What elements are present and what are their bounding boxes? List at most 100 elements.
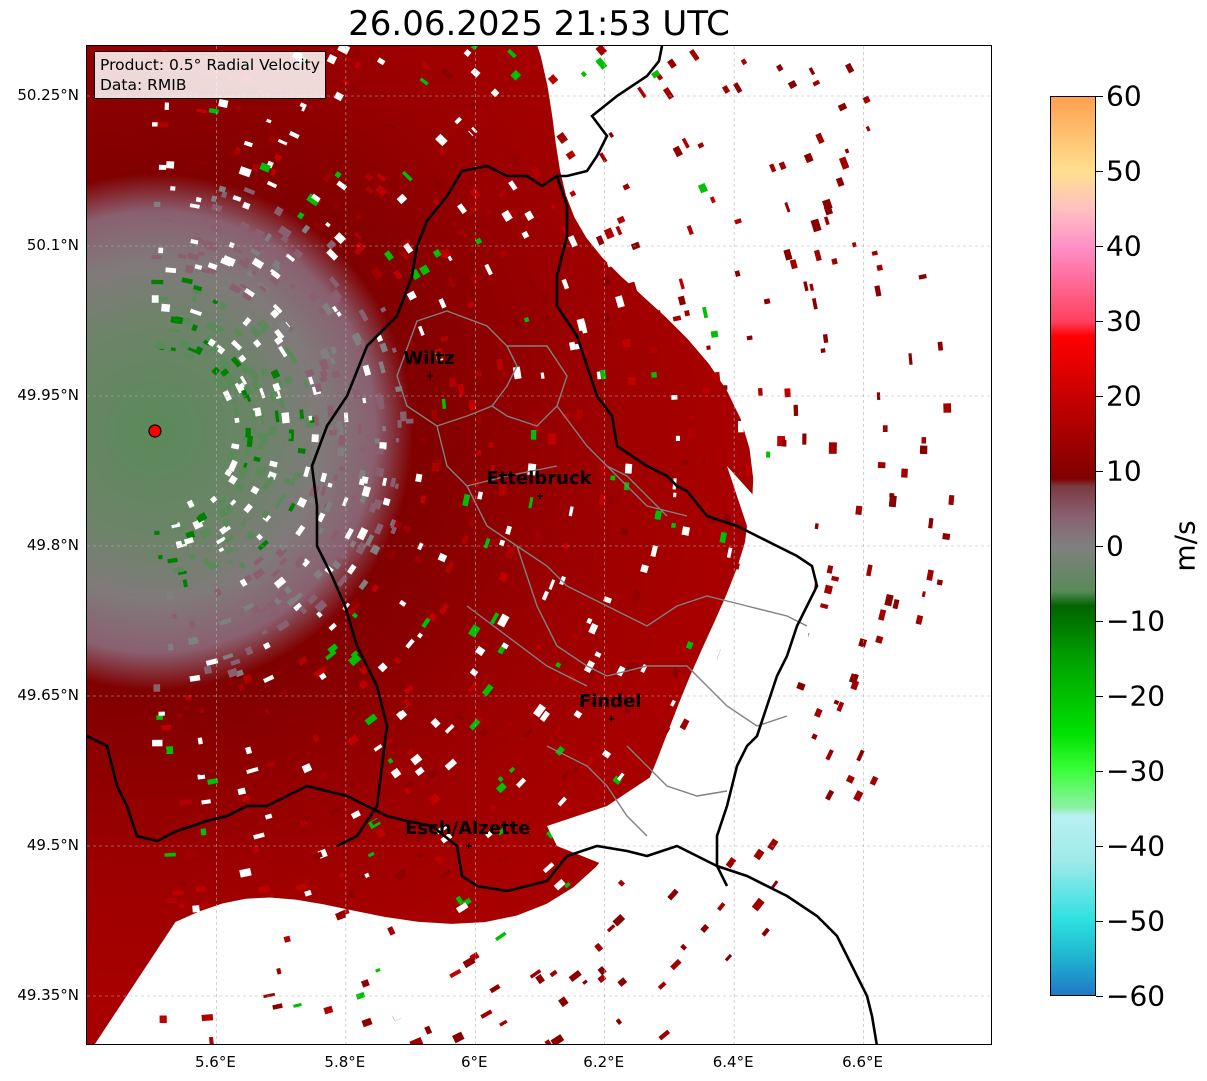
echo-bin <box>632 186 641 195</box>
echo-bin <box>374 523 384 535</box>
echo-bin <box>270 568 281 578</box>
echo-bin <box>262 479 271 490</box>
echo-bin <box>908 353 913 365</box>
echo-bin <box>212 299 219 305</box>
echo-bin <box>295 558 305 569</box>
echo-bin <box>158 554 163 560</box>
echo-bin <box>317 914 329 922</box>
echo-bin <box>157 122 169 128</box>
echo-bin <box>571 767 579 776</box>
echo-bin <box>331 560 342 570</box>
lat-tick-label: 49.8°N <box>26 536 79 554</box>
echo-bin <box>651 371 657 378</box>
echo-bin <box>338 435 346 446</box>
echo-bin <box>767 838 779 851</box>
border-germany-lux <box>555 175 819 887</box>
echo-bin <box>239 375 248 386</box>
echo-bin <box>441 398 447 409</box>
echo-bin <box>455 895 464 905</box>
echo-bin <box>888 495 897 508</box>
echo-bin <box>489 804 498 814</box>
echo-bin <box>455 902 469 914</box>
echo-bin <box>199 267 210 274</box>
echo-bin <box>269 460 278 468</box>
echo-bin <box>541 314 550 322</box>
echo-bin <box>252 339 262 348</box>
lon-tick-label: 6°E <box>461 1053 488 1071</box>
echo-bin <box>158 711 165 716</box>
echo-bin <box>355 991 366 1000</box>
echo-bin <box>217 507 228 518</box>
echo-bin <box>882 425 888 433</box>
echo-bin <box>491 386 498 393</box>
echo-bin <box>602 276 612 287</box>
echo-bin <box>251 410 257 422</box>
echo-bin <box>620 527 629 536</box>
echo-bin <box>376 57 386 66</box>
echo-bin <box>531 238 540 249</box>
echo-bin <box>311 434 319 443</box>
echo-bin <box>378 361 386 374</box>
echo-bin <box>570 633 579 640</box>
echo-bin <box>156 296 169 302</box>
echo-bin <box>395 625 408 639</box>
echo-bin <box>469 187 481 200</box>
echo-bin <box>161 303 171 312</box>
echo-bin <box>399 411 407 422</box>
echo-bin <box>456 228 466 237</box>
echo-bin <box>229 499 237 506</box>
canton-boundary <box>396 310 808 837</box>
echo-bin <box>306 593 318 605</box>
echo-bin <box>387 757 394 764</box>
echo-bin <box>165 746 174 755</box>
echo-bin <box>191 289 203 296</box>
echo-bin <box>437 147 447 157</box>
echo-bin <box>170 347 177 352</box>
echo-bin <box>274 328 285 340</box>
echo-bin <box>221 518 231 528</box>
echo-bin <box>276 967 282 975</box>
echo-bin <box>177 570 188 576</box>
echo-bin <box>200 160 208 166</box>
colorbar-tick-mark <box>1096 696 1103 697</box>
echo-bin <box>218 357 231 370</box>
echo-bin <box>245 746 253 755</box>
echo-bin <box>444 724 455 734</box>
lon-tick-label: 6.2°E <box>583 1053 625 1071</box>
echo-bin <box>364 713 378 726</box>
echo-bin <box>473 904 481 911</box>
echo-bin <box>417 542 424 551</box>
echo-bin <box>379 889 393 901</box>
echo-bin <box>354 61 361 69</box>
echo-bin <box>261 509 271 519</box>
echo-bin <box>612 775 623 785</box>
radar-map[interactable] <box>86 45 992 1045</box>
echo-bin <box>269 268 280 278</box>
echo-bin <box>234 105 242 112</box>
echo-bin <box>516 563 524 576</box>
echo-bin <box>292 904 300 912</box>
echo-bin <box>311 851 323 861</box>
echo-bin <box>853 790 864 802</box>
echo-bin <box>308 291 319 303</box>
echo-bin <box>158 247 164 254</box>
echo-bin <box>603 227 615 240</box>
echo-bin <box>250 785 258 794</box>
echo-bin <box>365 186 374 194</box>
echo-bin <box>238 166 252 178</box>
echo-bin <box>377 397 385 410</box>
lon-tick-label: 5.8°E <box>324 1053 366 1071</box>
colorbar-tick-mark <box>1096 171 1103 172</box>
echo-bin <box>185 694 192 701</box>
colorbar-tick-label: −60 <box>1106 979 1166 1013</box>
echo-bin <box>285 253 296 262</box>
echo-bin <box>151 255 162 259</box>
echo-bin <box>362 364 372 377</box>
echo-bin <box>278 557 288 567</box>
echo-bin <box>501 368 507 378</box>
echo-bin <box>874 285 882 297</box>
echo-bin <box>191 324 198 332</box>
echo-bin <box>405 638 415 649</box>
echo-bin <box>596 371 602 380</box>
echo-bin <box>856 749 865 762</box>
